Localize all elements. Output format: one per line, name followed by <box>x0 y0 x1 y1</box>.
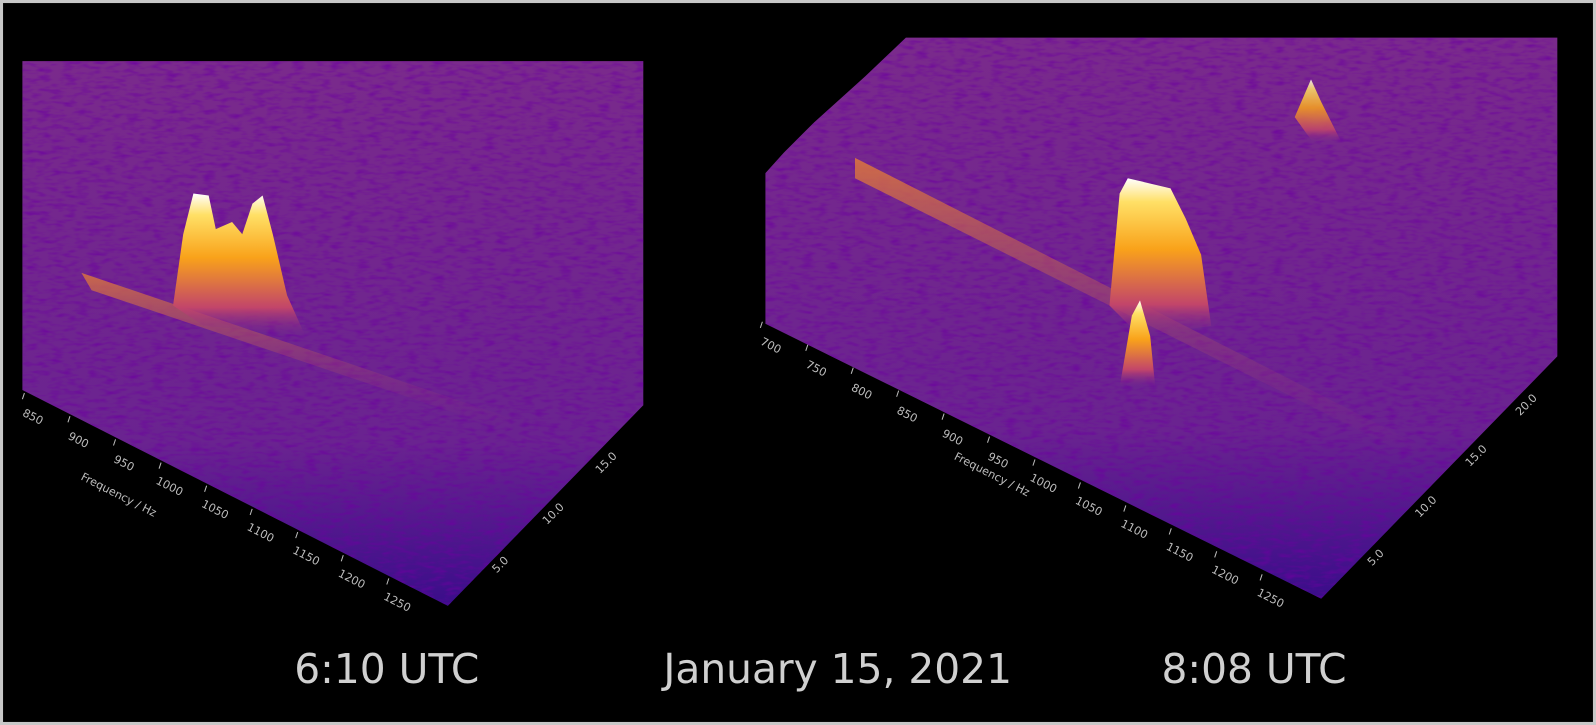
tick-mark <box>158 462 162 469</box>
tick-mark <box>1077 482 1081 489</box>
tick-mark <box>386 578 390 585</box>
tick-mark <box>1259 574 1263 581</box>
tick-mark <box>113 439 117 446</box>
tick-mark <box>1214 551 1218 558</box>
date-caption: January 15, 2021 <box>660 645 1012 693</box>
tick-mark <box>1123 505 1127 512</box>
tick-mark <box>987 436 991 443</box>
tick-mark <box>340 555 344 562</box>
tick-mark <box>1168 528 1172 535</box>
panel-caption: 6:10 UTC <box>294 645 479 693</box>
tick-mark <box>759 321 763 329</box>
tick-mark <box>21 392 25 400</box>
left-surface <box>22 61 644 606</box>
tick-mark <box>67 416 71 423</box>
tick-mark <box>805 344 809 351</box>
tick-mark <box>204 485 208 492</box>
tick-mark <box>295 531 299 539</box>
tick-mark <box>896 390 900 397</box>
tick-mark <box>941 413 945 420</box>
tick-mark <box>1032 459 1036 466</box>
right-surface <box>765 37 1558 599</box>
panel-caption: 8:08 UTC <box>1161 645 1346 693</box>
tick-mark <box>850 367 854 374</box>
tick-mark <box>249 508 253 516</box>
